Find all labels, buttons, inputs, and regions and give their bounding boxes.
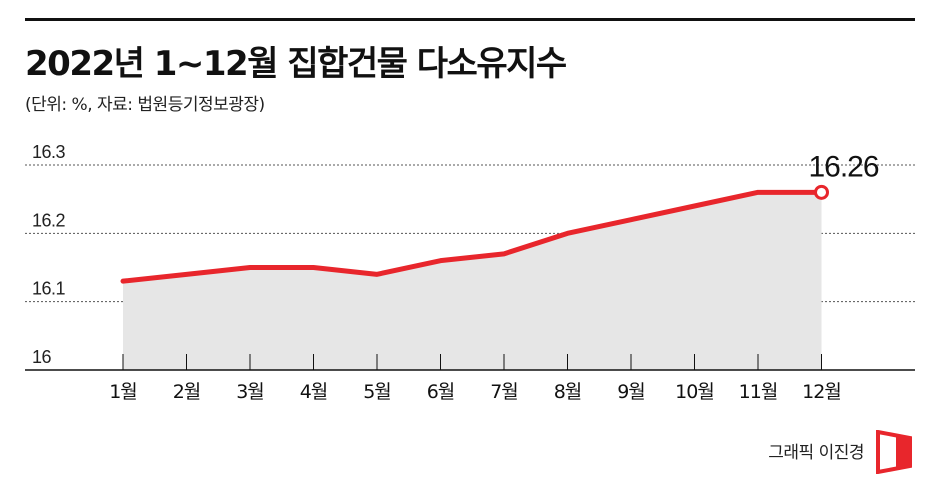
top-rule — [25, 18, 915, 21]
chart-subtitle: (단위: %, 자료: 법원등기정보광장) — [25, 95, 265, 115]
publisher-logo-icon — [876, 430, 912, 474]
graphic-credit: 그래픽 이진경 — [768, 443, 864, 463]
series-area — [123, 192, 822, 370]
x-tick-label: 3월 — [236, 381, 264, 403]
x-tick-label: 4월 — [300, 381, 328, 403]
last-point-marker — [814, 184, 829, 200]
last-value-annotation: 16.26 — [808, 150, 878, 183]
y-tick-label: 16 — [32, 347, 52, 367]
x-tick-label: 11월 — [739, 381, 778, 403]
y-tick-label: 16.3 — [32, 142, 66, 162]
x-tick-label: 10월 — [675, 381, 714, 403]
x-tick-label: 1월 — [109, 381, 137, 403]
x-tick-label: 5월 — [363, 381, 391, 403]
x-tick-label: 8월 — [554, 381, 582, 403]
chart-title: 2022년 1~12월 집합건물 다소유지수 — [25, 44, 567, 84]
x-tick-label: 6월 — [427, 381, 455, 403]
x-tick-label: 12월 — [802, 381, 841, 403]
x-tick-label: 2월 — [173, 381, 201, 403]
y-tick-label: 16.1 — [32, 279, 66, 299]
x-tick-label: 7월 — [490, 381, 518, 403]
series-line — [120, 189, 824, 284]
x-tick-label: 9월 — [617, 381, 645, 403]
y-tick-label: 16.2 — [32, 210, 66, 230]
